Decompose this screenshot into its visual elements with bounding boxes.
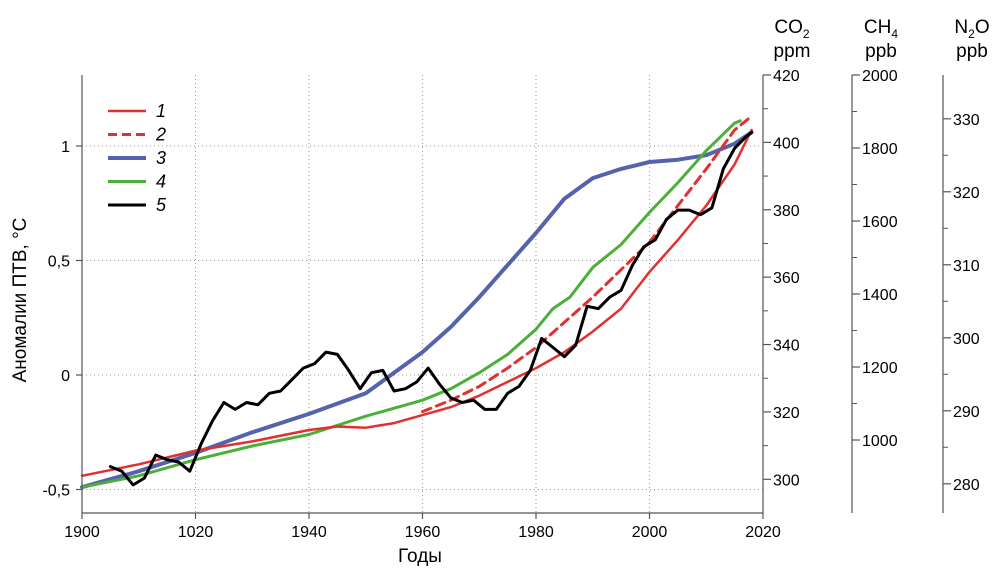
x-tick-label: 2000 — [632, 524, 668, 541]
grid — [82, 75, 763, 513]
axes: 1900 1020 1940 1960 1980 2000 2020 -0,5 0 0,5 1 — [42, 75, 781, 541]
series-line-2 — [421, 114, 754, 414]
series-line-1 — [80, 128, 753, 478]
x-tick-label: 1020 — [178, 524, 214, 541]
right-tick-label: 380 — [773, 203, 800, 220]
right-tick-label: 290 — [953, 404, 980, 421]
x-axis-label: Годы — [398, 546, 442, 567]
right-tick-label: 400 — [773, 135, 800, 152]
legend-label-4: 4 — [156, 172, 166, 192]
legend-label-1: 1 — [156, 101, 166, 121]
right-tick-label: 1800 — [862, 141, 898, 158]
right-axis-unit: ppb — [956, 41, 988, 62]
legend: 1 2 3 4 5 — [108, 101, 167, 215]
right-tick-label: 340 — [773, 338, 800, 355]
right-axis-unit: ppb — [865, 41, 897, 62]
right-axis-title: CO2 — [774, 17, 810, 41]
right-tick-label: 1200 — [862, 360, 898, 377]
series-line-4 — [80, 119, 742, 489]
right-axis-unit: ppm — [774, 41, 811, 62]
right-tick-label: 1400 — [862, 287, 898, 304]
right-tick-label: 330 — [953, 112, 980, 129]
right-tick-label: 300 — [773, 472, 800, 489]
x-tick-label: 2020 — [745, 524, 781, 541]
x-tick-label: 1940 — [291, 524, 327, 541]
series-group — [80, 114, 754, 490]
right-tick-label: 320 — [953, 185, 980, 202]
y-tick-label: 1 — [61, 139, 70, 156]
legend-label-5: 5 — [156, 195, 167, 215]
x-tick-label: 1960 — [405, 524, 441, 541]
y-tick-label: 0,5 — [48, 254, 70, 271]
series-line-3 — [80, 130, 754, 490]
right-tick-label: 300 — [953, 331, 980, 348]
right-tick-label: 320 — [773, 405, 800, 422]
y-tick-label: 0 — [61, 368, 70, 385]
right-tick-label: 280 — [953, 477, 980, 494]
right-tick-label: 310 — [953, 258, 980, 275]
right-tick-label: 2000 — [862, 68, 898, 85]
legend-label-3: 3 — [156, 148, 166, 168]
y-tick-label: -0,5 — [42, 483, 70, 500]
x-tick-label: 1900 — [64, 524, 100, 541]
right-axis-title: N2O — [954, 17, 989, 41]
legend-label-2: 2 — [155, 125, 166, 145]
right-tick-label: 360 — [773, 270, 800, 287]
x-tick-label: 1980 — [518, 524, 554, 541]
right-axis-title: CH4 — [864, 17, 898, 41]
right-tick-label: 1600 — [862, 214, 898, 231]
series-line-5 — [108, 130, 754, 487]
right-tick-label: 420 — [773, 68, 800, 85]
y-axis-label: Аномалии ПТВ, °C — [10, 218, 31, 383]
right-tick-label: 1000 — [862, 433, 898, 450]
